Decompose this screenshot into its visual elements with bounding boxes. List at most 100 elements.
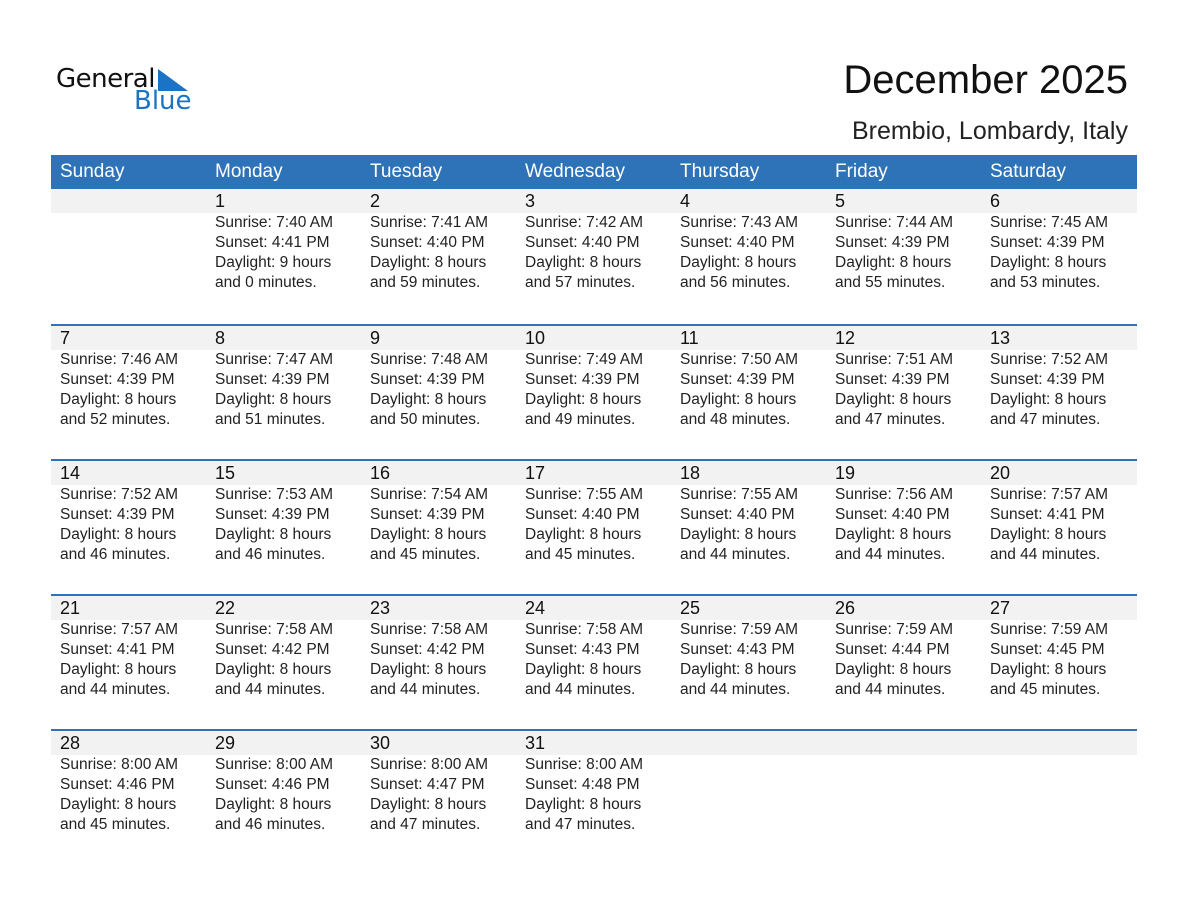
- daylight-text: Daylight: 8 hours: [215, 796, 332, 813]
- daylight-text: Daylight: 8 hours: [525, 391, 642, 408]
- daylight-minutes-text: and 45 minutes.: [525, 546, 636, 563]
- daylight-minutes-text: and 44 minutes.: [680, 681, 791, 698]
- day-number: 7: [60, 328, 71, 348]
- sunrise-text: Sunrise: 7:58 AM: [215, 621, 334, 638]
- sunrise-text: Sunrise: 7:44 AM: [835, 214, 954, 231]
- day-number: 16: [370, 463, 391, 483]
- week-row: 14 Sunrise: 7:52 AM Sunset: 4:39 PM Dayligh…: [51, 459, 1137, 594]
- sunset-text: Sunset: 4:40 PM: [525, 234, 640, 251]
- day-cell: 5 Sunrise: 7:44 AM Sunset: 4:39 PM Daylight…: [826, 189, 981, 293]
- day-number: 17: [525, 463, 546, 483]
- week-row: 21 Sunrise: 7:57 AM Sunset: 4:41 PM Dayligh…: [51, 594, 1137, 729]
- daylight-minutes-text: and 45 minutes.: [60, 816, 171, 833]
- daylight-text: Daylight: 8 hours: [370, 796, 487, 813]
- sunrise-text: Sunrise: 7:55 AM: [680, 486, 799, 503]
- day-number: 4: [680, 191, 691, 211]
- sunset-text: Sunset: 4:47 PM: [370, 776, 485, 793]
- empty-cell: [671, 731, 826, 835]
- sunrise-text: Sunrise: 7:56 AM: [835, 486, 954, 503]
- day-cell: 12 Sunrise: 7:51 AM Sunset: 4:39 PM Dayligh…: [826, 326, 981, 430]
- day-cell: 8 Sunrise: 7:47 AM Sunset: 4:39 PM Daylight…: [206, 326, 361, 430]
- daylight-text: Daylight: 8 hours: [60, 526, 177, 543]
- sunset-text: Sunset: 4:43 PM: [680, 641, 795, 658]
- sunrise-text: Sunrise: 7:41 AM: [370, 214, 489, 231]
- daylight-minutes-text: and 47 minutes.: [990, 411, 1101, 428]
- logo: General Blue: [56, 64, 196, 120]
- daylight-text: Daylight: 8 hours: [990, 254, 1107, 271]
- sunset-text: Sunset: 4:46 PM: [215, 776, 330, 793]
- day-cell: 20 Sunrise: 7:57 AM Sunset: 4:41 PM Dayligh…: [981, 461, 1136, 565]
- daylight-minutes-text: and 56 minutes.: [680, 274, 791, 291]
- day-number: 29: [215, 733, 236, 753]
- daylight-text: Daylight: 8 hours: [835, 254, 952, 271]
- day-number: 18: [680, 463, 701, 483]
- daylight-text: Daylight: 8 hours: [525, 661, 642, 678]
- day-number: 23: [370, 598, 391, 618]
- daylight-text: Daylight: 8 hours: [835, 661, 952, 678]
- daylight-text: Daylight: 8 hours: [680, 254, 797, 271]
- sunrise-text: Sunrise: 8:00 AM: [370, 756, 489, 773]
- daylight-text: Daylight: 8 hours: [990, 526, 1107, 543]
- daylight-text: Daylight: 8 hours: [60, 796, 177, 813]
- sunset-text: Sunset: 4:39 PM: [60, 506, 175, 523]
- day-cell: 14 Sunrise: 7:52 AM Sunset: 4:39 PM Dayligh…: [51, 461, 206, 565]
- sunset-text: Sunset: 4:39 PM: [990, 234, 1105, 251]
- day-cell: 6 Sunrise: 7:45 AM Sunset: 4:39 PM Daylight…: [981, 189, 1136, 293]
- day-number: 12: [835, 328, 856, 348]
- weeks: 1 Sunrise: 7:40 AM Sunset: 4:41 PM Daylight…: [51, 189, 1137, 864]
- day-number: 2: [370, 191, 381, 211]
- sunset-text: Sunset: 4:41 PM: [60, 641, 175, 658]
- sunset-text: Sunset: 4:42 PM: [215, 641, 330, 658]
- daylight-minutes-text: and 44 minutes.: [835, 681, 946, 698]
- sunrise-text: Sunrise: 8:00 AM: [525, 756, 644, 773]
- day-number: 19: [835, 463, 856, 483]
- daylight-minutes-text: and 0 minutes.: [215, 274, 317, 291]
- sunset-text: Sunset: 4:40 PM: [680, 506, 795, 523]
- daylight-text: Daylight: 8 hours: [370, 254, 487, 271]
- day-number: 14: [60, 463, 81, 483]
- sunrise-text: Sunrise: 7:45 AM: [990, 214, 1109, 231]
- sunset-text: Sunset: 4:39 PM: [680, 371, 795, 388]
- sunset-text: Sunset: 4:39 PM: [990, 371, 1105, 388]
- logo-text-general: General: [56, 64, 155, 94]
- daylight-text: Daylight: 8 hours: [525, 796, 642, 813]
- daylight-minutes-text: and 47 minutes.: [835, 411, 946, 428]
- daylight-minutes-text: and 44 minutes.: [990, 546, 1101, 563]
- day-cell: 26 Sunrise: 7:59 AM Sunset: 4:44 PM Dayligh…: [826, 596, 981, 700]
- daylight-minutes-text: and 49 minutes.: [525, 411, 636, 428]
- empty-cell: [826, 731, 981, 835]
- sunset-text: Sunset: 4:40 PM: [680, 234, 795, 251]
- sunrise-text: Sunrise: 7:52 AM: [990, 351, 1109, 368]
- sunrise-text: Sunrise: 7:58 AM: [370, 621, 489, 638]
- day-number: 30: [370, 733, 391, 753]
- week-row: 7 Sunrise: 7:46 AM Sunset: 4:39 PM Daylight…: [51, 324, 1137, 459]
- sunrise-text: Sunrise: 7:48 AM: [370, 351, 489, 368]
- sunset-text: Sunset: 4:39 PM: [60, 371, 175, 388]
- daylight-minutes-text: and 44 minutes.: [680, 546, 791, 563]
- day-cell: 10 Sunrise: 7:49 AM Sunset: 4:39 PM Dayligh…: [516, 326, 671, 430]
- sunset-text: Sunset: 4:39 PM: [835, 234, 950, 251]
- sunrise-text: Sunrise: 7:49 AM: [525, 351, 644, 368]
- day-cell: 18 Sunrise: 7:55 AM Sunset: 4:40 PM Dayligh…: [671, 461, 826, 565]
- date-band: [51, 189, 1137, 213]
- day-cell: 21 Sunrise: 7:57 AM Sunset: 4:41 PM Dayligh…: [51, 596, 206, 700]
- date-band: [51, 326, 1137, 350]
- daylight-minutes-text: and 53 minutes.: [990, 274, 1101, 291]
- day-cell: 16 Sunrise: 7:54 AM Sunset: 4:39 PM Dayligh…: [361, 461, 516, 565]
- day-number: 24: [525, 598, 546, 618]
- daylight-text: Daylight: 8 hours: [990, 391, 1107, 408]
- weekday-header: Sunday Monday Tuesday Wednesday Thursday Frid…: [51, 155, 1137, 189]
- daylight-text: Daylight: 8 hours: [215, 661, 332, 678]
- daylight-text: Daylight: 8 hours: [370, 526, 487, 543]
- sunset-text: Sunset: 4:39 PM: [370, 371, 485, 388]
- sunset-text: Sunset: 4:46 PM: [60, 776, 175, 793]
- daylight-text: Daylight: 8 hours: [680, 526, 797, 543]
- daylight-minutes-text: and 46 minutes.: [60, 546, 171, 563]
- day-number: 13: [990, 328, 1011, 348]
- weekday-monday: Monday: [215, 161, 283, 182]
- day-number: 11: [680, 328, 699, 348]
- sunrise-text: Sunrise: 7:51 AM: [835, 351, 954, 368]
- logo-text-blue: Blue: [134, 86, 192, 116]
- day-number: 21: [60, 598, 81, 618]
- sunset-text: Sunset: 4:41 PM: [215, 234, 330, 251]
